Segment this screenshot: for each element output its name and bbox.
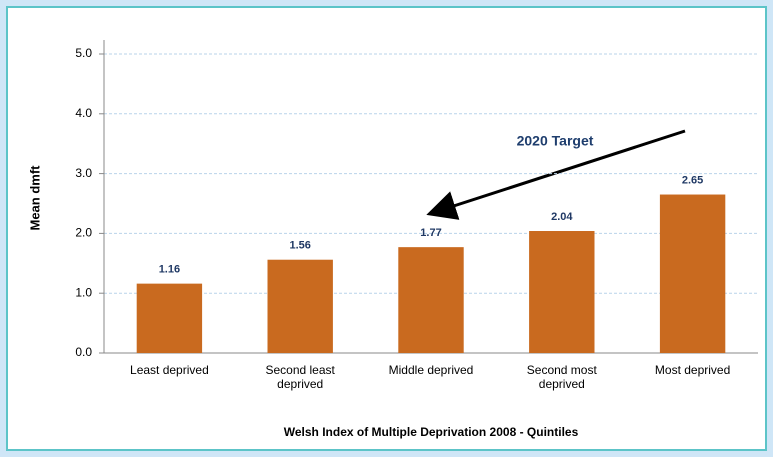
y-tick-label: 0.0 [75, 345, 92, 359]
y-tick-label: 3.0 [75, 166, 92, 180]
data-label: 2.65 [682, 174, 703, 186]
data-label: 2.04 [551, 211, 573, 223]
x-tick-label: Most deprived [654, 363, 731, 377]
x-tick-label: Second most deprived [526, 363, 597, 391]
x-tick-label: Least deprived [130, 363, 209, 377]
y-axis-label: Mean dmft [27, 165, 42, 231]
bar [659, 194, 726, 353]
x-tick-label: Second least deprived [265, 363, 335, 391]
y-tick-label: 1.0 [75, 285, 92, 299]
bar [398, 247, 464, 353]
x-axis-label: Welsh Index of Multiple Deprivation 2008… [284, 425, 579, 439]
y-tick-label: 4.0 [75, 106, 92, 120]
data-label: 1.16 [159, 264, 180, 276]
bar [529, 231, 595, 353]
x-tick-label: Middle deprived [388, 363, 474, 377]
data-label: 1.56 [289, 240, 310, 252]
y-tick-label: 2.0 [75, 226, 92, 240]
bar [267, 259, 333, 353]
y-tick-label: 5.0 [75, 46, 92, 60]
arrow [426, 129, 686, 220]
annotation: 2020 Target [517, 133, 594, 149]
data-label: 1.77 [420, 227, 441, 239]
bar [136, 283, 203, 353]
chart-frame [6, 6, 767, 451]
